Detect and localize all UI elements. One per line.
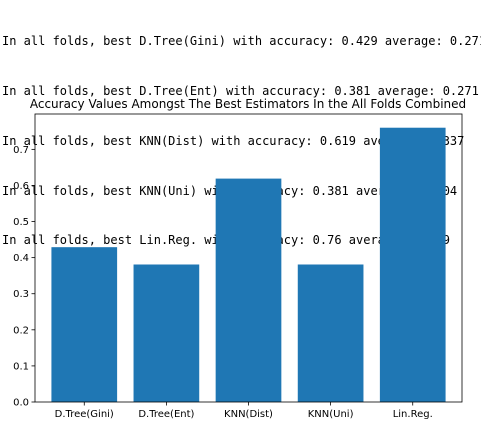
bar-knn-uni (297, 264, 364, 402)
y-tick-label: 0.3 (13, 289, 29, 300)
bar-knn-dist (215, 178, 282, 402)
y-tick-label: 0.2 (13, 325, 29, 336)
y-tick-label: 0.6 (13, 181, 29, 192)
y-tick-label: 0.1 (13, 361, 29, 372)
x-tick-label: KNN(Dist) (224, 409, 273, 420)
x-tick-label: D.Tree(Ent) (138, 409, 194, 420)
console-line: In all folds, best D.Tree(Gini) with acc… (2, 34, 481, 49)
x-axis: D.Tree(Gini) D.Tree(Ent) KNN(Dist) KNN(Uni)… (55, 402, 433, 420)
x-tick-label: KNN(Uni) (308, 409, 354, 420)
console-line: In all folds, best D.Tree(Ent) with accu… (2, 83, 479, 98)
y-tick-label: 0.7 (13, 145, 29, 156)
y-axis: 0.0 0.1 0.2 0.3 0.4 0.5 0.6 0.7 (13, 145, 35, 409)
y-tick-label: 0.4 (13, 253, 29, 264)
y-tick-label: 0.0 (13, 398, 29, 409)
y-tick-label: 0.5 (13, 217, 29, 228)
bar-lin-reg (379, 127, 446, 402)
bars-group (51, 127, 446, 402)
chart-title: Accuracy Values Amongst The Best Estimat… (30, 97, 466, 111)
x-tick-label: Lin.Reg. (393, 409, 433, 420)
x-tick-label: D.Tree(Gini) (55, 409, 114, 420)
bar-d-tree-ent (133, 264, 200, 402)
plot-frame (34, 113, 463, 403)
bar-d-tree-gini (51, 247, 118, 402)
